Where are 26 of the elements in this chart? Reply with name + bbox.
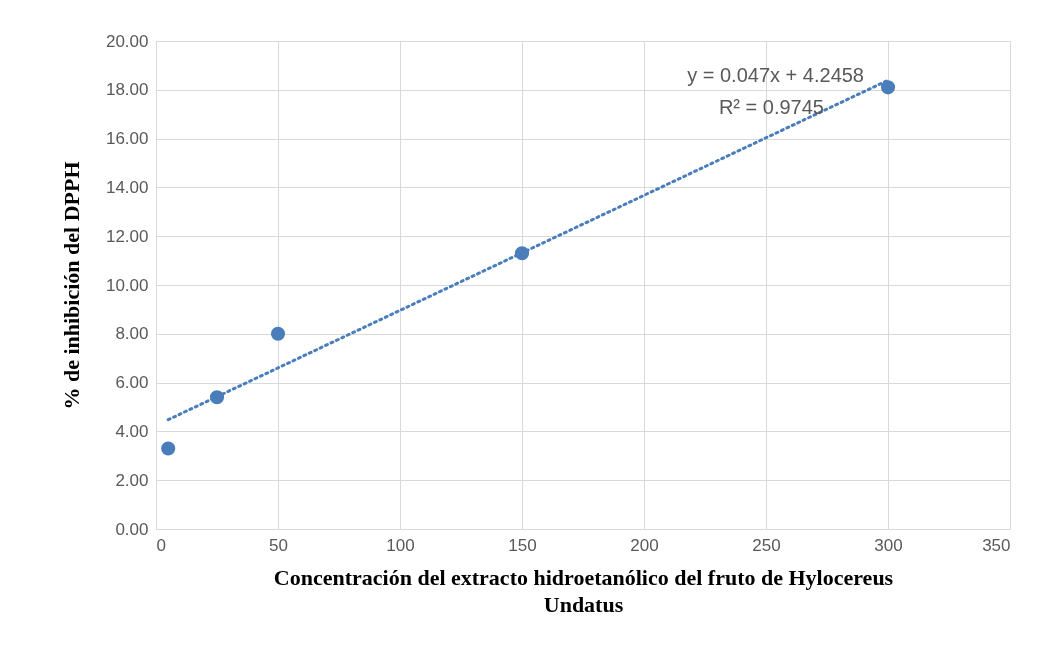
x-tick-label: 200 (630, 535, 659, 555)
x-tick-label: 150 (508, 535, 537, 555)
x-axis-title: Concentración del extracto hidroetanólico del fruto de Hylocereus Undatus (273, 564, 894, 617)
x-tick-label: 350 (982, 535, 1011, 555)
y-tick-label: 18.00 (105, 80, 149, 100)
y-tick-label: 20.00 (105, 31, 149, 51)
y-tick-label: 8.00 (115, 324, 149, 344)
x-tick-label: 50 (269, 535, 288, 555)
point (880, 80, 896, 95)
y-tick-label: 16.00 (105, 129, 149, 149)
y-tick-label: 6.00 (115, 373, 149, 393)
point (270, 326, 286, 341)
x-tick-label: 300 (874, 535, 903, 555)
annotation: R² = 0.9745 (718, 96, 824, 118)
y-axis-title: % de inhibición del DPPH (58, 161, 84, 410)
annotation: y = 0.047x + 4.2458 (687, 64, 864, 86)
x-tick-label: 0 (156, 535, 166, 555)
point (161, 441, 176, 456)
y-tick-label: 12.00 (105, 226, 149, 246)
x-tick-label: 250 (752, 535, 781, 555)
y-tick-label: 10.00 (105, 275, 149, 295)
y-tick-label: 4.00 (115, 421, 149, 441)
x-tick-label: 100 (386, 535, 415, 555)
y-tick-label: 14.00 (105, 177, 149, 197)
y-tick-label: 0.00 (115, 519, 149, 539)
y-tick-label: 2.00 (115, 470, 149, 490)
